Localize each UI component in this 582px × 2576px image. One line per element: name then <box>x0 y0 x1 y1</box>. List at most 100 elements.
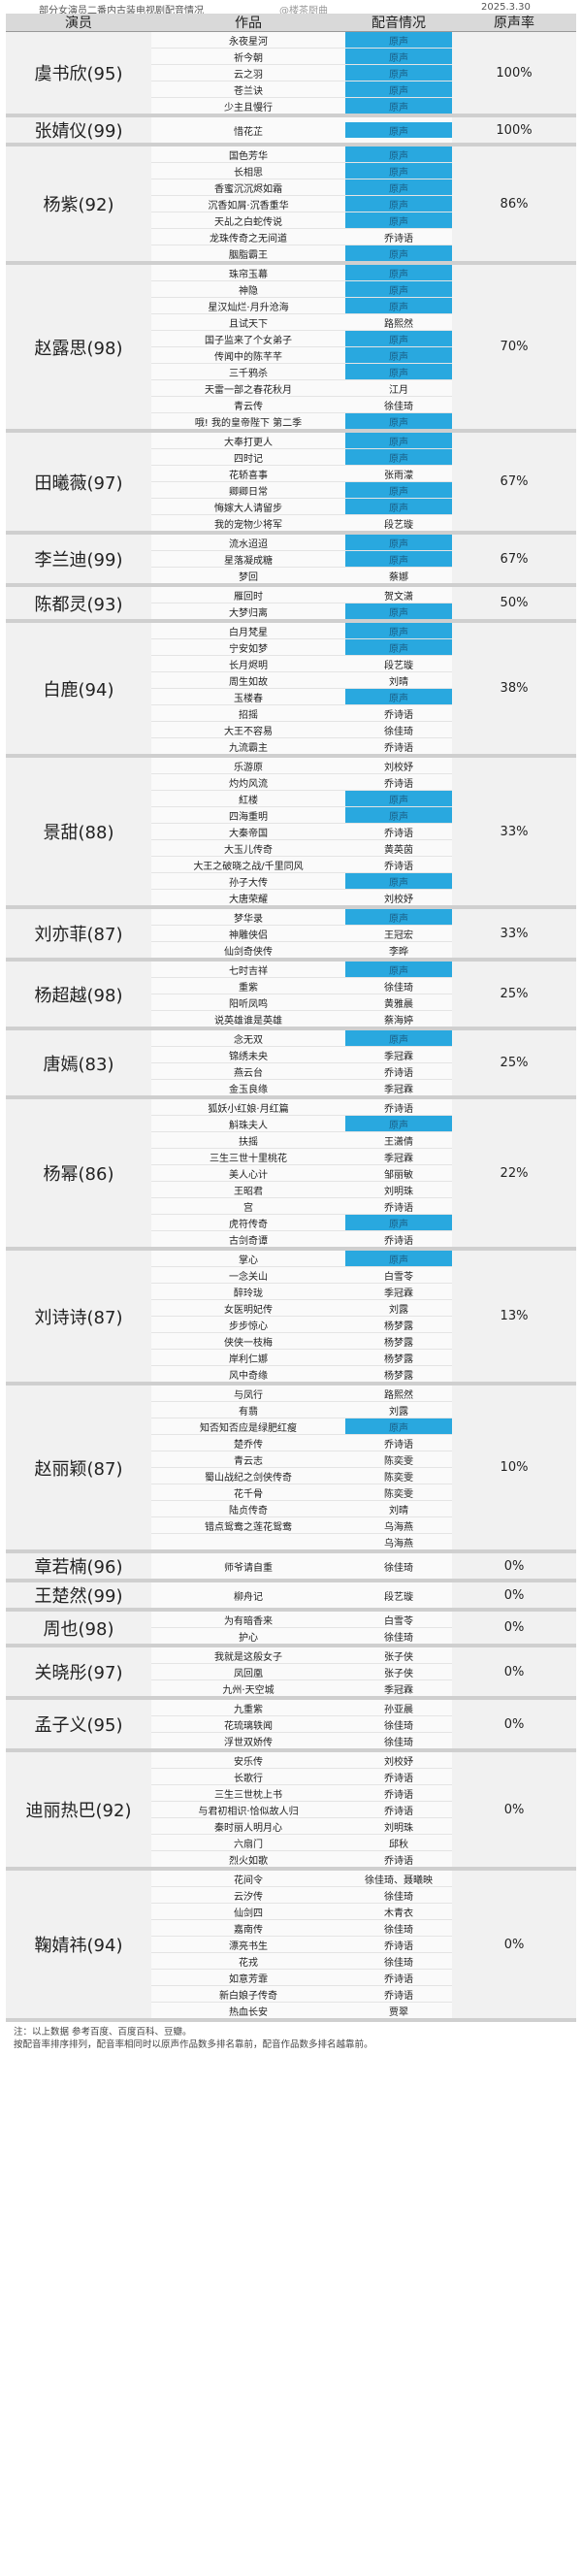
footnote-line-2: 按配音率排序排列，配音率相同时以原声作品数多排名靠前，配音作品数多排名越靠前。 <box>14 2039 373 2050</box>
original-rate: 0% <box>503 1802 525 1817</box>
original-voice-cell: 原声 <box>345 163 452 179</box>
work-title: 错点鸳鸯之莲花鸳鸯 <box>205 1521 292 1533</box>
voice-actor: 乔诗语 <box>384 828 413 839</box>
voice-actor: 段艺璇 <box>384 660 413 671</box>
work-title: 周生如故 <box>229 676 268 688</box>
table-row: 流水迢迢 原声 <box>151 535 452 551</box>
table-row: 柳舟记 段艺璇 <box>151 1587 452 1603</box>
voice-actor: 路熙然 <box>384 318 413 330</box>
actor-name: 唐嫣(83) <box>43 1054 114 1075</box>
original-voice-cell: 原声 <box>345 1215 452 1230</box>
original-voice-cell: 原声 <box>345 1251 452 1266</box>
work-title: 如意芳霏 <box>229 1973 268 1985</box>
voice-actor: 李晔 <box>389 946 408 958</box>
actor-group: 赵丽颖(87) 与凤行 路熙然 有翡 刘露 知否知否应是绿肥红瘦 原声 楚乔传 乔诗语 青云志 陈奕… <box>6 1386 576 1553</box>
table-row: 长相思 原声 <box>151 163 452 179</box>
voice-actor: 陈奕雯 <box>384 1488 413 1500</box>
work-title: 锦绣未央 <box>229 1051 268 1062</box>
actor-group: 杨超越(98) 七时吉祥 原声 重紫 徐佳琦 阳听凤鸣 黄雅晨 说英雄谁是英雄 蔡海婷 25% <box>6 962 576 1030</box>
watermark: @楼茶厨曲 <box>279 6 328 16</box>
actor-name: 王楚然(99) <box>34 1586 123 1607</box>
work-title: 仙剑四 <box>234 1908 263 1919</box>
work-title: 九州·天空城 <box>222 1684 275 1696</box>
original-voice-cell: 原声 <box>345 82 452 97</box>
actor-group: 孟子义(95) 九重紫 孙亚晨 花琉璃轶闻 徐佳琦 浮世双娇传 徐佳琦 0% <box>6 1700 576 1752</box>
actor-name: 鞠婧祎(94) <box>34 1936 123 1956</box>
voice-actor: 蔡海婷 <box>384 1015 413 1027</box>
actor-group: 张婧仪(99) 惜花芷 原声 100% <box>6 117 576 147</box>
table-row: 知否知否应是绿肥红瘦 原声 <box>151 1418 452 1435</box>
original-rate: 0% <box>503 1558 525 1574</box>
work-title: 雁回时 <box>234 591 263 603</box>
works-list: 永夜星河 原声 祈今朝 原声 云之羽 原声 苍兰诀 原声 少主且慢行 原声 <box>151 32 452 114</box>
work-title: 三生三世枕上书 <box>214 1789 282 1801</box>
header-actor: 演员 <box>65 16 92 31</box>
original-voice-cell: 原声 <box>345 1418 452 1434</box>
actor-group: 章若楠(96) 师爷请自重 徐佳琦 0% <box>6 1553 576 1582</box>
table-row: 师爷请自重 徐佳琦 <box>151 1558 452 1574</box>
table-row: 宫 乔诗语 <box>151 1198 452 1215</box>
voice-actor: 乌海燕 <box>384 1538 413 1549</box>
voice-actor: 邹丽敏 <box>384 1169 413 1181</box>
works-list: 九重紫 孙亚晨 花琉璃轶闻 徐佳琦 浮世双娇传 徐佳琦 <box>151 1700 452 1748</box>
table-row: 四海重明 原声 <box>151 807 452 824</box>
table-row: 青云志 陈奕雯 <box>151 1451 452 1468</box>
original-voice-cell: 原声 <box>345 807 452 823</box>
work-title: 花戎 <box>239 1957 258 1969</box>
table-row: 花戎 徐佳琦 <box>151 1953 452 1970</box>
table-row: 浮世双娇传 徐佳琦 <box>151 1733 452 1748</box>
table-row: 大奉打更人 原声 <box>151 433 452 449</box>
work-title: 重紫 <box>239 982 258 994</box>
work-title: 安乐传 <box>234 1756 263 1768</box>
table-header: 演员 作品 配音情况 原声率 <box>6 14 576 32</box>
work-title: 与君初相识·恰似故人归 <box>198 1806 299 1817</box>
table-row: 女医明妃传 刘露 <box>151 1300 452 1317</box>
table-row: 九重紫 孙亚晨 <box>151 1700 452 1716</box>
table-row: 与君初相识·恰似故人归 乔诗语 <box>151 1802 452 1818</box>
works-list: 念无双 原声 锦绣未央 季冠霖 燕云台 乔诗语 金玉良缘 季冠霖 <box>151 1030 452 1095</box>
voice-actor: 刘晴 <box>389 676 408 688</box>
table-row: 九流霸主 乔诗语 <box>151 738 452 754</box>
table-row: 陆贞传奇 刘晴 <box>151 1501 452 1517</box>
voice-actor: 张雨濛 <box>384 470 413 481</box>
actor-name: 赵丽颖(87) <box>34 1458 123 1480</box>
voice-actor: 季冠霖 <box>384 1288 413 1299</box>
table-row: 乌海燕 <box>151 1534 452 1549</box>
voice-actor: 白雪苓 <box>384 1271 413 1283</box>
table-row: 大王之破晓之战/千里同风 乔诗语 <box>151 857 452 873</box>
original-voice-cell: 原声 <box>345 1116 452 1131</box>
voice-actor: 孙亚晨 <box>384 1704 413 1715</box>
work-title: 珠帘玉幕 <box>229 269 268 280</box>
table-row: 如意芳霏 乔诗语 <box>151 1970 452 1986</box>
table-row: 凤回凰 张子侠 <box>151 1664 452 1680</box>
table-row: 我的宠物少将军 段艺璇 <box>151 515 452 531</box>
actor-name: 杨紫(92) <box>43 195 114 215</box>
table-row: 侠侠一枝梅 杨梦露 <box>151 1333 452 1350</box>
voice-actor: 乌海燕 <box>384 1521 413 1533</box>
voice-actor: 张子侠 <box>384 1651 413 1663</box>
actor-group: 王楚然(99) 柳舟记 段艺璇 0% <box>6 1582 576 1612</box>
work-title: 香蜜沉沉烬如霜 <box>214 183 282 195</box>
work-title: 悔嫁大人请留步 <box>214 503 282 514</box>
actor-group: 刘亦菲(87) 梦华录 原声 神雕侠侣 王冠宏 仙剑奇侠传 李晔 33% <box>6 909 576 962</box>
table-row: 永夜星河 原声 <box>151 32 452 49</box>
actor-group: 李兰迪(99) 流水迢迢 原声 星落凝成糖 原声 梦回 蔡娜 67% <box>6 535 576 587</box>
work-title: 说英雄谁是英雄 <box>214 1015 282 1027</box>
table-row: 孙子大传 原声 <box>151 873 452 890</box>
work-title: 梦华录 <box>234 913 263 925</box>
original-rate: 0% <box>503 1664 525 1679</box>
voice-actor: 季冠霖 <box>384 1153 413 1164</box>
work-title: 白月梵星 <box>229 627 268 638</box>
actor-name: 景甜(88) <box>43 823 114 843</box>
work-title: 阳听凤鸣 <box>229 998 268 1010</box>
table-row: 珠帘玉幕 原声 <box>151 265 452 281</box>
works-list: 流水迢迢 原声 星落凝成糖 原声 梦回 蔡娜 <box>151 535 452 583</box>
table-row: 醉玲珑 季冠霖 <box>151 1284 452 1300</box>
original-rate: 100% <box>496 65 533 81</box>
voice-actor: 徐佳琦、聂曦映 <box>365 1875 433 1886</box>
table-row: 乐游原 刘校妤 <box>151 758 452 774</box>
works-list: 我就是这般女子 张子侠 凤回凰 张子侠 九州·天空城 季冠霖 <box>151 1647 452 1696</box>
table-row: 漂亮书生 乔诗语 <box>151 1937 452 1953</box>
actor-name: 杨幂(86) <box>43 1164 114 1185</box>
voice-actor: 乔诗语 <box>384 1789 413 1801</box>
